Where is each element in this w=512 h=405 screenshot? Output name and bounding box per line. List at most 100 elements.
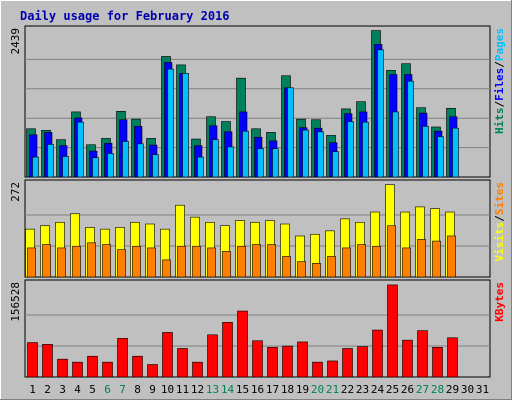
hits-pages-bar-day-8 [137,143,144,178]
kbytes-kbytes-bar-day-2 [42,344,53,378]
x-tick-label-18: 18 [281,383,294,396]
visits-sites-bar-day-23 [357,244,366,278]
legend-files: Files [493,68,506,101]
hits-pages-bar-day-27 [422,126,429,178]
hits-pages-bar-day-3 [62,156,69,178]
kbytes-kbytes-bar-day-14 [222,322,233,378]
chart-panels: 2439Hits/Files/Pages272Visits/Sites15652… [9,25,506,378]
x-tick-label-24: 24 [371,383,385,396]
visits-sites-bar-day-7 [117,249,126,278]
visits-sites-bar-day-27 [417,239,426,278]
hits-pages-bar-day-11 [182,73,189,178]
x-tick-label-22: 22 [341,383,354,396]
hits-pages-bar-day-18 [287,87,294,178]
hits-pages-bar-day-24 [377,49,384,178]
visits-sites-bar-day-3 [57,247,66,278]
hits-pages-bar-day-4 [77,121,84,178]
chart-title: Daily usage for February 2016 [20,9,230,23]
kbytes-kbytes-bar-day-7 [117,338,128,378]
kbytes-kbytes-bar-day-3 [57,358,68,378]
panel-kbytes: 156528 KBytes [9,279,506,378]
hits-pages-bar-day-15 [242,130,249,178]
visits-sites-bar-day-16 [252,244,261,278]
hits-legend: Hits/Files/Pages [493,28,506,134]
x-tick-label-10: 10 [161,383,174,396]
hits-pages-bar-day-5 [92,157,99,178]
panel-visits: 272 Visits/Sites [9,179,506,278]
kbytes-kbytes-bar-day-25 [387,284,398,378]
visits-sites-bar-day-20 [312,263,321,278]
kbytes-kbytes-bar-day-19 [297,341,308,378]
hits-pages-bar-day-29 [452,127,459,178]
hits-pages-bar-day-25 [392,111,399,178]
x-tick-label-16: 16 [251,383,264,396]
hits-pages-bar-day-7 [122,141,129,178]
hits-pages-bar-day-23 [362,121,369,178]
x-tick-label-9: 9 [149,383,156,396]
hits-ymax-label: 2439 [9,28,22,55]
visits-sites-bar-day-25 [387,225,396,278]
hits-pages-bar-day-20 [317,131,324,178]
legend-kbytes: KBytes [493,282,506,322]
x-axis-tick-labels: 1 2 3 4 5 6 7 8 9 10 11 12 13 14 15 16 17 18 19 20 21 22 23 24 2… [29,383,489,396]
legend-pages: Pages [493,28,506,61]
x-tick-label-1: 1 [29,383,36,396]
kbytes-kbytes-bar-day-9 [147,364,158,378]
kbytes-kbytes-bar-day-28 [432,346,443,378]
visits-sites-bar-day-21 [327,256,336,278]
x-tick-label-28: 28 [431,383,444,396]
x-tick-label-19: 19 [296,383,309,396]
x-tick-label-7: 7 [119,383,126,396]
kbytes-kbytes-bar-day-20 [312,361,323,378]
x-tick-label-2: 2 [44,383,51,396]
visits-sites-bar-day-28 [432,240,441,278]
visits-sites-bar-day-22 [342,247,351,278]
visits-ymax-label: 272 [9,182,22,202]
x-tick-label-23: 23 [356,383,369,396]
x-tick-label-4: 4 [74,383,81,396]
legend-separator: / [493,215,506,222]
kbytes-kbytes-bar-day-12 [192,361,203,378]
hits-pages-bar-day-2 [47,144,54,178]
hits-pages-bar-day-22 [347,121,354,178]
visits-sites-bar-day-5 [87,242,96,278]
kbytes-ymax-label: 156528 [9,282,22,322]
visits-sites-bar-day-6 [102,244,111,278]
x-tick-label-27: 27 [416,383,429,396]
x-tick-label-14: 14 [221,383,235,396]
visits-legend: Visits/Sites [493,182,506,262]
kbytes-kbytes-bar-day-18 [282,345,293,378]
x-tick-label-6: 6 [104,383,111,396]
kbytes-kbytes-bar-day-29 [447,337,458,378]
kbytes-kbytes-bar-day-22 [342,348,353,378]
kbytes-kbytes-bar-day-16 [252,340,263,378]
kbytes-kbytes-bar-day-5 [87,355,98,378]
kbytes-kbytes-bar-day-1 [27,342,38,378]
visits-sites-bar-day-17 [267,244,276,278]
visits-sites-bar-day-26 [402,247,411,278]
visits-sites-bar-day-9 [147,247,156,278]
x-tick-label-20: 20 [311,383,324,396]
hits-pages-bar-day-12 [197,156,204,178]
kbytes-kbytes-bar-day-27 [417,330,428,378]
x-tick-label-17: 17 [266,383,279,396]
kbytes-kbytes-bar-day-17 [267,346,278,378]
hits-pages-bar-day-26 [407,80,414,178]
x-tick-label-30: 30 [461,383,474,396]
visits-sites-bar-day-13 [207,247,216,278]
hits-pages-bar-day-19 [302,129,309,178]
x-tick-label-31: 31 [476,383,489,396]
kbytes-kbytes-bar-day-13 [207,334,218,378]
kbytes-kbytes-bar-day-21 [327,360,338,378]
hits-pages-bar-day-6 [107,153,114,178]
x-tick-label-13: 13 [206,383,219,396]
visits-sites-bar-day-11 [177,245,186,278]
hits-pages-bar-day-17 [272,148,279,178]
legend-separator: / [493,101,506,108]
x-tick-label-5: 5 [89,383,96,396]
x-tick-label-3: 3 [59,383,66,396]
kbytes-kbytes-bar-day-26 [402,339,413,378]
legend-hits: Hits [493,108,506,135]
visits-sites-bar-day-1 [27,247,36,278]
